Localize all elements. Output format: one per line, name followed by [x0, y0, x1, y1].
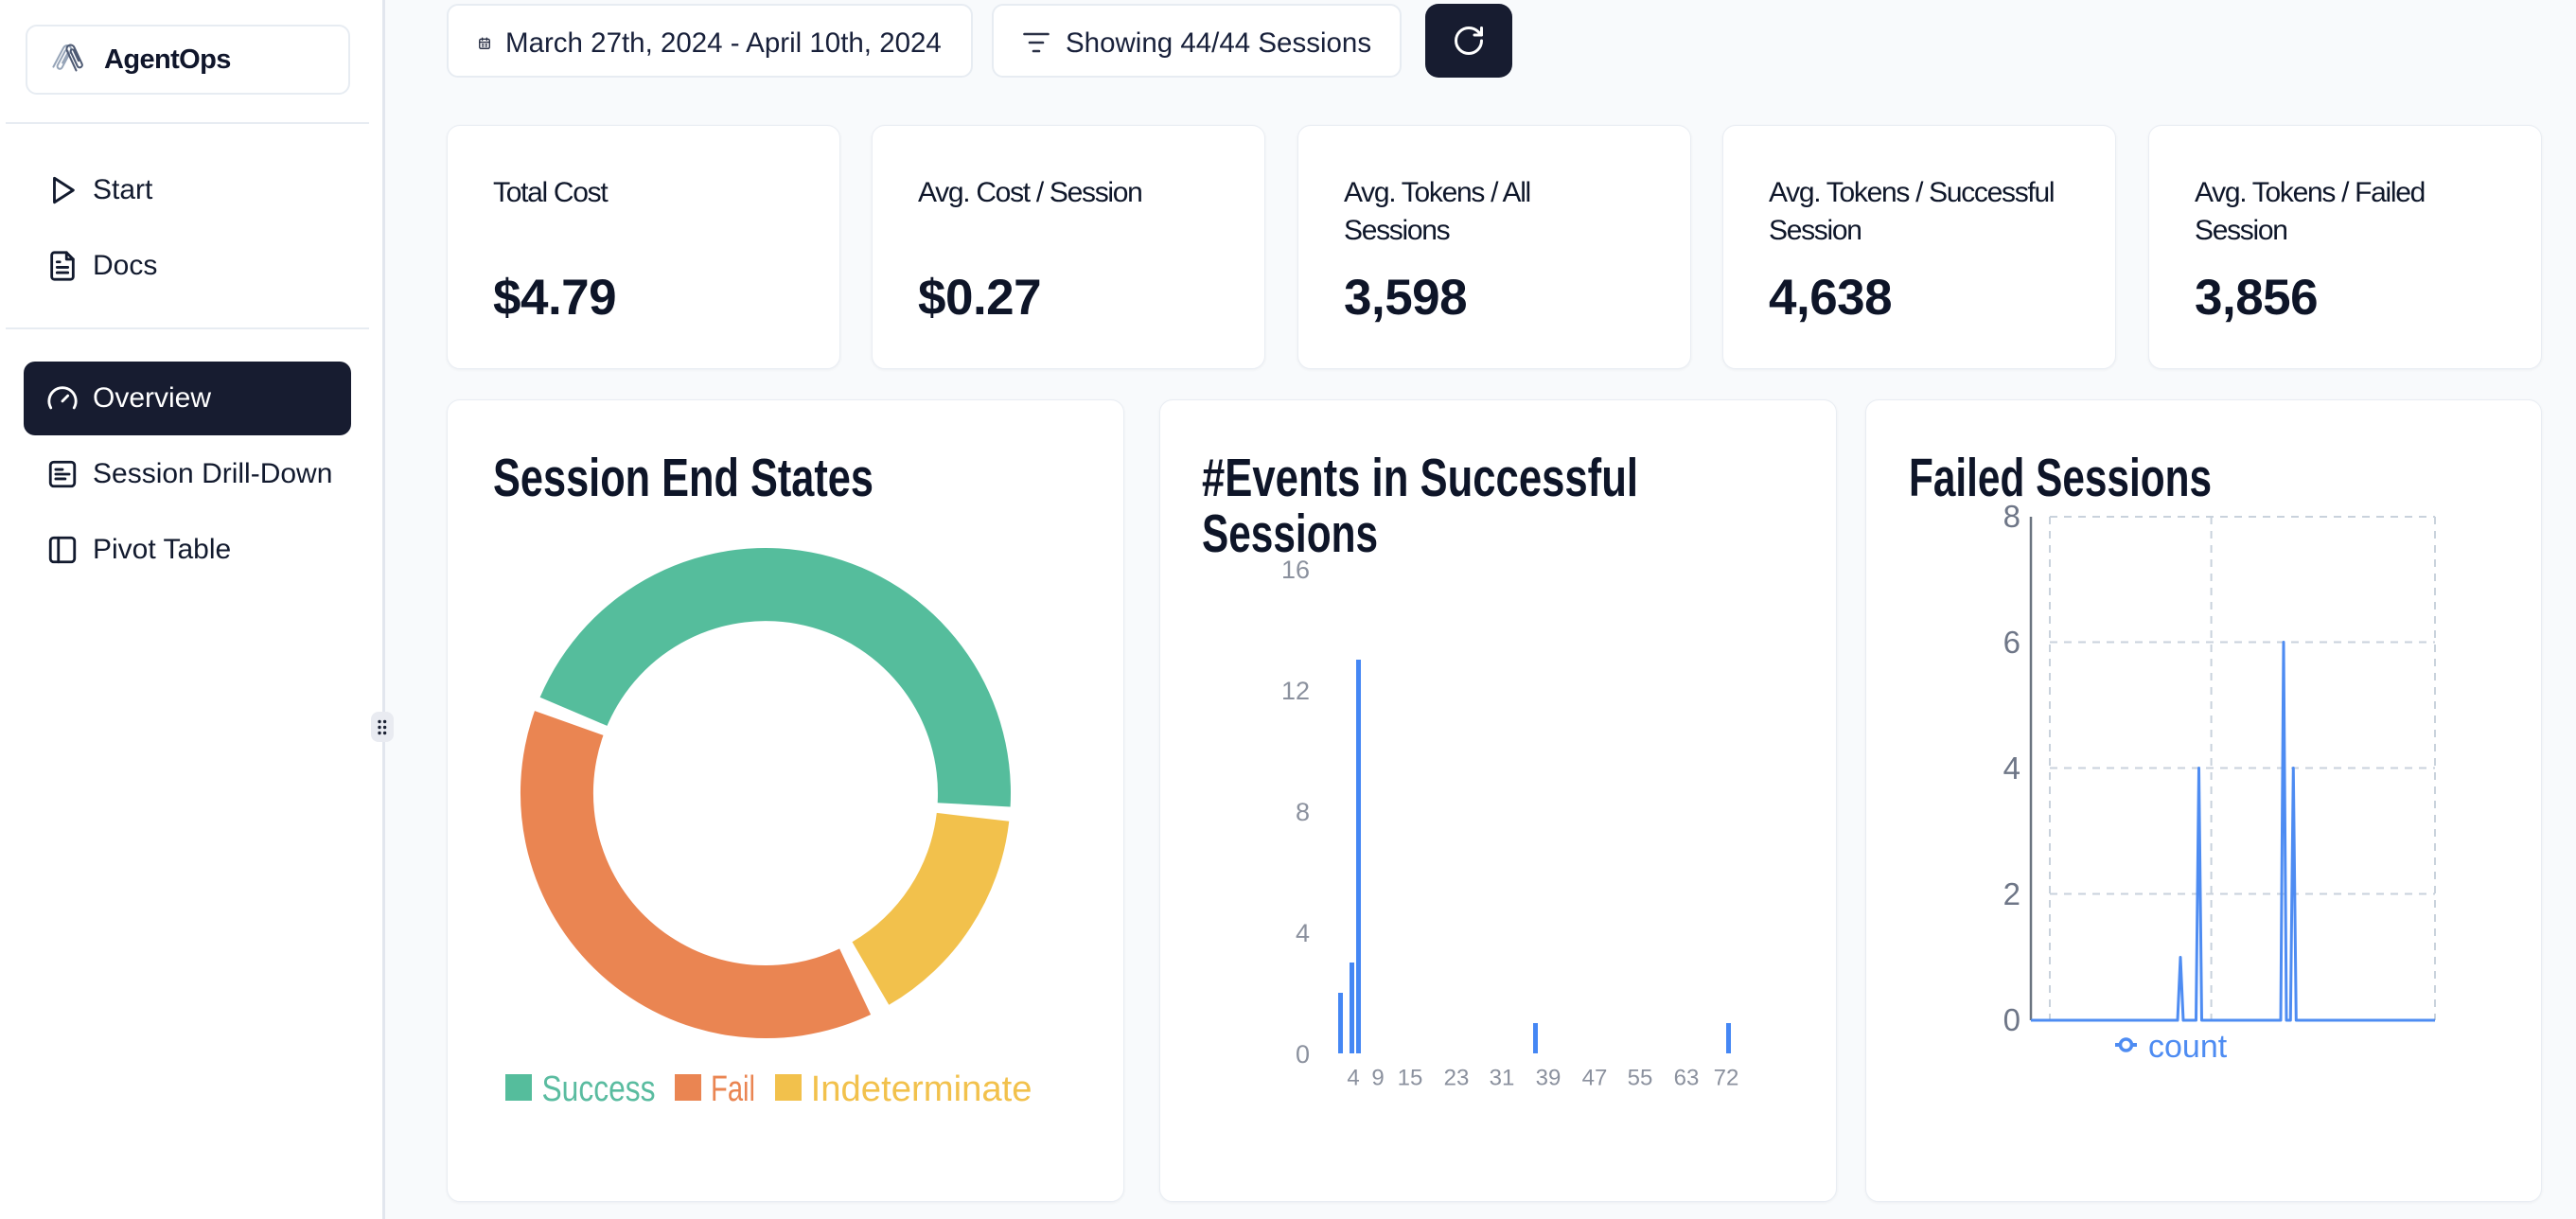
svg-text:12: 12 [1281, 677, 1310, 705]
svg-text:2: 2 [2003, 876, 2020, 911]
svg-text:Success: Success [542, 1069, 656, 1109]
svg-text:63: 63 [1674, 1066, 1700, 1091]
svg-text:16: 16 [1281, 556, 1310, 584]
svg-text:0: 0 [1296, 1040, 1310, 1069]
svg-text:6: 6 [2003, 625, 2020, 660]
svg-text:47: 47 [1582, 1066, 1608, 1091]
svg-text:0: 0 [2003, 1002, 2020, 1037]
svg-text:9: 9 [1371, 1066, 1384, 1091]
svg-text:55: 55 [1628, 1066, 1653, 1091]
svg-text:23: 23 [1444, 1066, 1470, 1091]
svg-text:4: 4 [2003, 751, 2020, 786]
svg-text:Session End States: Session End States [493, 448, 873, 508]
svg-text:8: 8 [2003, 499, 2020, 534]
svg-text:Indeterminate: Indeterminate [811, 1069, 1032, 1109]
svg-text:72: 72 [1714, 1066, 1739, 1091]
svg-text:4: 4 [1347, 1066, 1359, 1091]
svg-text:Sessions: Sessions [1202, 504, 1378, 564]
svg-text:4: 4 [1296, 919, 1310, 947]
svg-text:count: count [2148, 1029, 2228, 1065]
svg-text:#Events in Successful: #Events in Successful [1202, 448, 1638, 508]
svg-text:15: 15 [1398, 1066, 1423, 1091]
svg-text:Fail: Fail [711, 1069, 755, 1109]
svg-text:8: 8 [1296, 798, 1310, 826]
svg-text:39: 39 [1536, 1066, 1561, 1091]
svg-text:31: 31 [1490, 1066, 1515, 1091]
svg-text:Failed Sessions: Failed Sessions [1909, 448, 2212, 508]
